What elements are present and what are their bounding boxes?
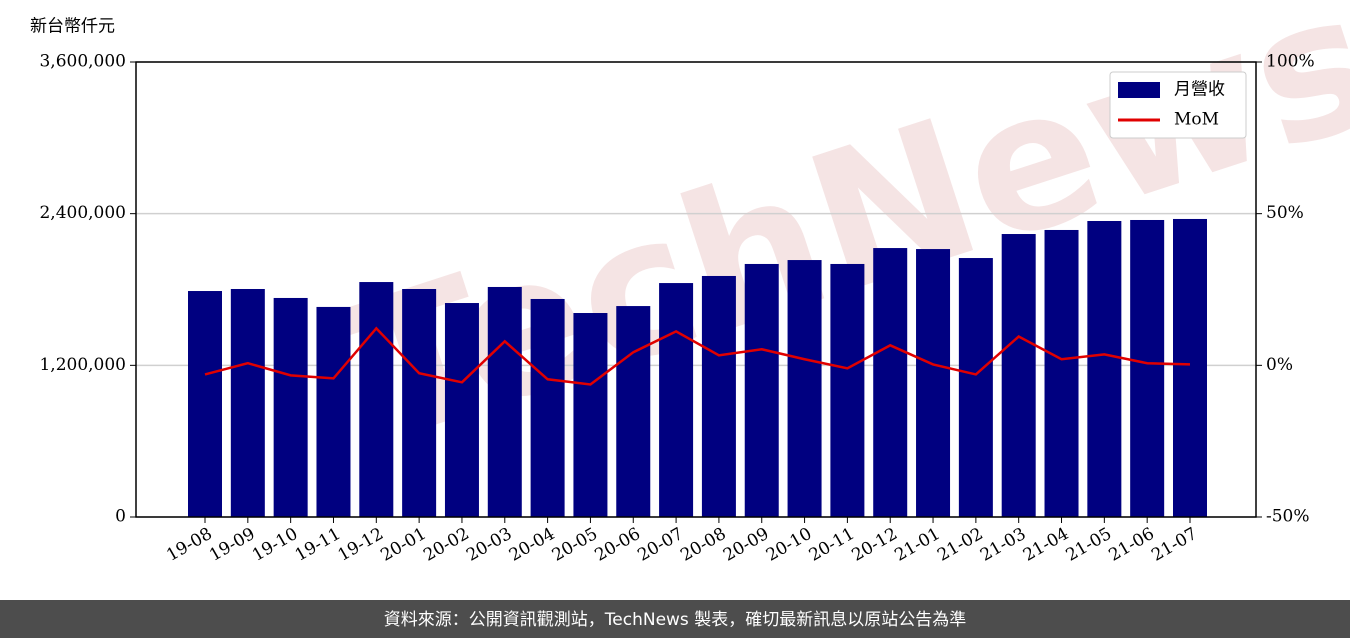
x-tick-label: 21-04 bbox=[1020, 524, 1072, 566]
x-tick-label: 20-12 bbox=[849, 524, 901, 566]
y-tick-label: 3,600,000 bbox=[39, 52, 126, 72]
bar bbox=[359, 282, 394, 517]
x-tick-label: 20-04 bbox=[506, 524, 558, 566]
legend-label: 月營收 bbox=[1174, 80, 1225, 100]
y2-tick-label: 100% bbox=[1266, 52, 1315, 72]
x-tick-label: 20-10 bbox=[763, 524, 815, 566]
bar bbox=[188, 291, 222, 517]
legend-swatch bbox=[1118, 82, 1160, 98]
plot-frame bbox=[135, 61, 1257, 518]
bar bbox=[316, 306, 351, 517]
bar bbox=[1087, 220, 1122, 517]
x-tick-label: 20-09 bbox=[720, 524, 772, 566]
bar bbox=[787, 260, 822, 517]
x-tick-label: 21-01 bbox=[891, 524, 943, 566]
x-tick-label: 19-08 bbox=[163, 524, 215, 566]
y2-tick-label: -50% bbox=[1266, 507, 1310, 527]
bar bbox=[1044, 229, 1079, 518]
bar bbox=[616, 306, 651, 517]
x-tick-label: 19-10 bbox=[249, 524, 301, 566]
y2-tick-label: 0% bbox=[1266, 355, 1293, 375]
bar bbox=[487, 286, 522, 517]
y-tick-label: 1,200,000 bbox=[39, 355, 126, 375]
bar bbox=[230, 288, 265, 517]
bar bbox=[1001, 234, 1036, 518]
y2-tick-label: 50% bbox=[1266, 203, 1304, 223]
x-tick-label: 20-11 bbox=[806, 524, 858, 566]
bar bbox=[701, 275, 736, 517]
x-tick-label: 19-09 bbox=[206, 524, 258, 566]
x-tick-label: 20-06 bbox=[592, 524, 644, 566]
x-tick-label: 20-02 bbox=[420, 524, 472, 566]
bar bbox=[830, 263, 865, 517]
x-tick-label: 21-02 bbox=[934, 524, 986, 566]
bar bbox=[444, 303, 479, 517]
legend-label: MoM bbox=[1174, 110, 1219, 130]
x-tick-label: 20-05 bbox=[549, 524, 601, 566]
line bbox=[204, 326, 1191, 386]
x-tick-label: 20-03 bbox=[463, 524, 515, 566]
bar bbox=[958, 258, 993, 517]
x-tick-label: 21-06 bbox=[1105, 524, 1157, 566]
bar bbox=[744, 263, 779, 517]
x-tick-label: 19-11 bbox=[292, 524, 344, 566]
source-note: 資料來源：公開資訊觀測站，TechNews 製表，確切最新訊息以原站公告為準 bbox=[384, 610, 966, 630]
x-tick-label: 21-05 bbox=[1063, 524, 1115, 566]
bar bbox=[573, 313, 608, 517]
bar bbox=[916, 249, 951, 518]
bar bbox=[1130, 219, 1165, 517]
x-tick-label: 20-08 bbox=[677, 524, 729, 566]
x-tick-label: 21-07 bbox=[1148, 524, 1200, 566]
x-tick-label: 21-03 bbox=[977, 524, 1029, 566]
bar bbox=[873, 248, 908, 518]
bar bbox=[1173, 218, 1207, 517]
bar bbox=[530, 298, 565, 517]
bar bbox=[402, 288, 437, 517]
y-axis-label: 新台幣仟元 bbox=[30, 17, 115, 37]
bar bbox=[273, 297, 308, 517]
x-tick-label: 19-12 bbox=[335, 524, 387, 566]
x-tick-label: 20-07 bbox=[634, 524, 686, 566]
bar bbox=[659, 283, 694, 517]
y-tick-label: 2,400,000 bbox=[39, 203, 126, 223]
x-tick-label: 20-01 bbox=[377, 524, 429, 566]
footer bbox=[0, 600, 1350, 638]
y-tick-label: 0 bbox=[115, 507, 126, 527]
